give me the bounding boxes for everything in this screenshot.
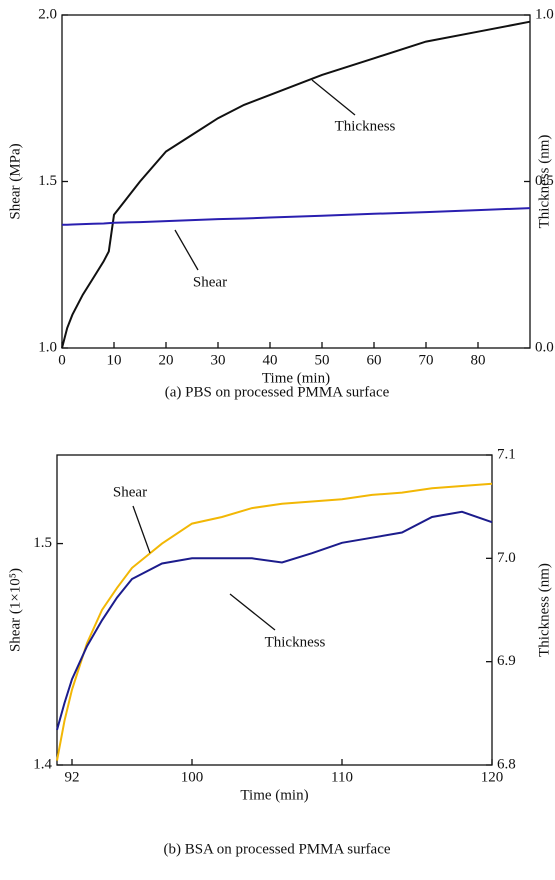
x-axis-title: Time (min) <box>262 370 330 386</box>
x-tick-label: 110 <box>331 769 353 785</box>
x-tick-label: 80 <box>471 352 486 368</box>
caption: (a) PBS on processed PMMA surface <box>165 384 390 400</box>
y2-tick-label: 7.1 <box>497 446 516 462</box>
annotation: Thickness <box>265 634 326 650</box>
annotation-arrow <box>132 505 151 554</box>
y-tick-label: 1.0 <box>38 339 57 355</box>
x-tick-label: 10 <box>107 352 122 368</box>
annotation: Thickness <box>335 118 396 134</box>
y-tick-label: 1.4 <box>33 756 52 772</box>
annotation-arrow <box>229 593 276 631</box>
x-tick-label: 0 <box>58 352 66 368</box>
y-axis-title: Shear (1×10⁵) <box>7 568 23 652</box>
x-tick-label: 30 <box>211 352 226 368</box>
x-tick-label: 60 <box>367 352 382 368</box>
series-line <box>62 207 531 226</box>
x-tick-label: 50 <box>315 352 330 368</box>
plot-frame <box>61 14 531 349</box>
annotation-arrow <box>311 79 356 116</box>
y2-axis-title: Thickness (nm) <box>536 135 552 229</box>
y2-tick-label: 0.5 <box>535 173 554 189</box>
y2-tick-label: 1.0 <box>535 6 554 22</box>
y2-tick-label: 7.0 <box>497 550 516 566</box>
y-axis-title: Shear (MPa) <box>7 143 23 219</box>
series-line <box>61 20 531 349</box>
annotation-arrow <box>174 229 199 271</box>
plot-frame <box>56 454 493 766</box>
x-tick-label: 20 <box>159 352 174 368</box>
series-line <box>56 510 493 731</box>
y2-tick-label: 0.0 <box>535 339 554 355</box>
series-line <box>56 482 493 761</box>
caption: (b) BSA on processed PMMA surface <box>163 841 390 857</box>
x-tick-label: 100 <box>181 769 204 785</box>
x-tick-label: 92 <box>65 769 80 785</box>
x-tick-label: 120 <box>481 769 504 785</box>
x-tick-label: 40 <box>263 352 278 368</box>
y-tick-label: 2.0 <box>38 6 57 22</box>
annotation: Shear <box>193 274 227 290</box>
y2-tick-label: 6.9 <box>497 653 516 669</box>
y-tick-label: 1.5 <box>33 535 52 551</box>
annotation: Shear <box>113 484 147 500</box>
y2-tick-label: 6.8 <box>497 756 516 772</box>
y2-axis-title: Thickness (nm) <box>536 563 552 657</box>
x-axis-title: Time (min) <box>240 787 308 803</box>
x-tick-label: 70 <box>419 352 434 368</box>
y-tick-label: 1.5 <box>38 173 57 189</box>
